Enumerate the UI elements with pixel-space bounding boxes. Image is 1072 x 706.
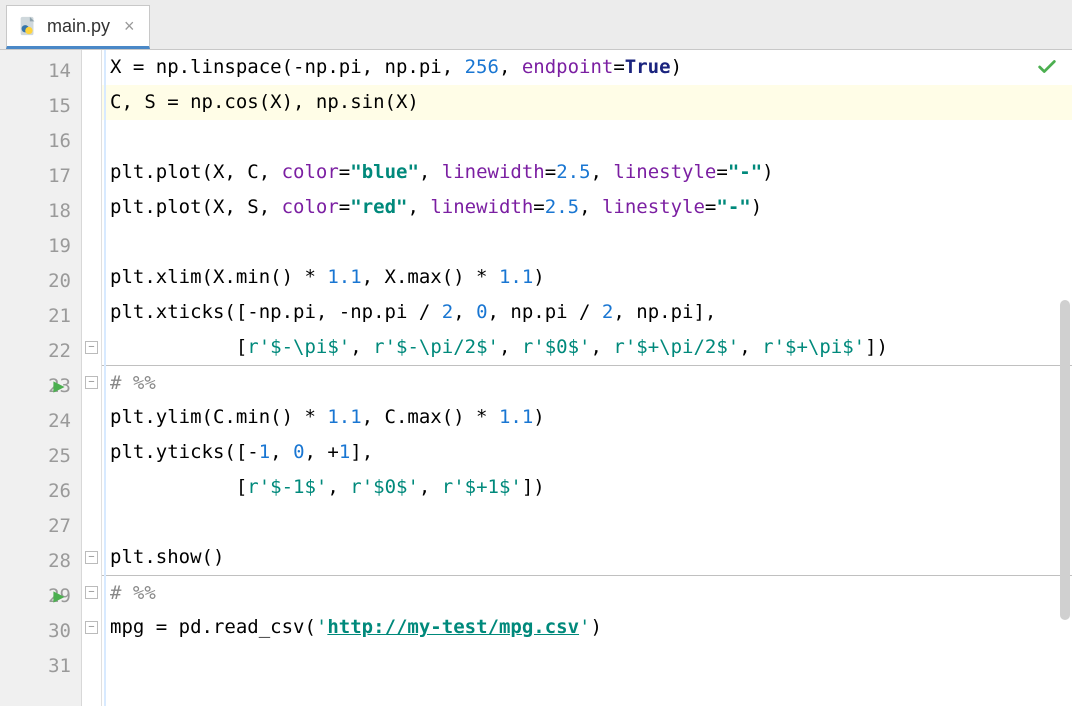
python-file-icon: [17, 15, 39, 37]
line-number[interactable]: 19: [0, 229, 81, 264]
code-line[interactable]: [r'$-\pi$', r'$-\pi/2$', r'$0$', r'$+\pi…: [102, 330, 1072, 365]
editor: 141516171819202122232425262728293031 −−−…: [0, 50, 1072, 706]
line-number[interactable]: 25: [0, 439, 81, 474]
inspection-ok-icon[interactable]: [1036, 56, 1058, 78]
line-number[interactable]: 27: [0, 509, 81, 544]
indent-guide: [104, 50, 106, 706]
run-cell-icon[interactable]: [52, 590, 66, 604]
fold-toggle-icon[interactable]: −: [85, 341, 98, 354]
line-number[interactable]: 24: [0, 404, 81, 439]
code-line[interactable]: plt.plot(X, S, color="red", linewidth=2.…: [102, 190, 1072, 225]
line-number[interactable]: 28: [0, 544, 81, 579]
line-number[interactable]: 31: [0, 649, 81, 684]
run-cell-icon[interactable]: [52, 380, 66, 394]
line-number[interactable]: 26: [0, 474, 81, 509]
code-line[interactable]: # %%: [102, 365, 1072, 400]
line-number[interactable]: 30: [0, 614, 81, 649]
code-line[interactable]: plt.xlim(X.min() * 1.1, X.max() * 1.1): [102, 260, 1072, 295]
code-line[interactable]: [r'$-1$', r'$0$', r'$+1$']): [102, 470, 1072, 505]
close-icon[interactable]: ×: [124, 16, 135, 37]
tab-bar: main.py ×: [0, 0, 1072, 50]
vertical-scrollbar[interactable]: [1060, 300, 1070, 620]
line-number[interactable]: 14: [0, 54, 81, 89]
code-line[interactable]: plt.yticks([-1, 0, +1],: [102, 435, 1072, 470]
code-line[interactable]: plt.plot(X, C, color="blue", linewidth=2…: [102, 155, 1072, 190]
fold-toggle-icon[interactable]: −: [85, 551, 98, 564]
line-number[interactable]: 21: [0, 299, 81, 334]
line-number[interactable]: 18: [0, 194, 81, 229]
line-number[interactable]: 20: [0, 264, 81, 299]
code-line[interactable]: # %%: [102, 575, 1072, 610]
line-number[interactable]: 22: [0, 334, 81, 369]
fold-toggle-icon[interactable]: −: [85, 621, 98, 634]
code-line[interactable]: X = np.linspace(-np.pi, np.pi, 256, endp…: [102, 50, 1072, 85]
code-line[interactable]: plt.xticks([-np.pi, -np.pi / 2, 0, np.pi…: [102, 295, 1072, 330]
code-line[interactable]: [102, 225, 1072, 260]
line-number[interactable]: 15: [0, 89, 81, 124]
file-tab[interactable]: main.py ×: [6, 5, 150, 49]
code-line[interactable]: plt.show(): [102, 540, 1072, 575]
code-line[interactable]: [102, 120, 1072, 155]
code-line[interactable]: C, S = np.cos(X), np.sin(X): [102, 85, 1072, 120]
gutter: 141516171819202122232425262728293031: [0, 50, 82, 706]
line-number[interactable]: 17: [0, 159, 81, 194]
line-number[interactable]: 29: [0, 579, 81, 614]
code-area[interactable]: X = np.linspace(-np.pi, np.pi, 256, endp…: [102, 50, 1072, 706]
file-tab-label: main.py: [47, 16, 110, 37]
fold-toggle-icon[interactable]: −: [85, 376, 98, 389]
line-number[interactable]: 23: [0, 369, 81, 404]
code-line[interactable]: plt.ylim(C.min() * 1.1, C.max() * 1.1): [102, 400, 1072, 435]
code-line[interactable]: mpg = pd.read_csv('http://my-test/mpg.cs…: [102, 610, 1072, 645]
line-number[interactable]: 16: [0, 124, 81, 159]
code-line[interactable]: [102, 505, 1072, 540]
fold-column: − − − − −: [82, 50, 102, 706]
fold-toggle-icon[interactable]: −: [85, 586, 98, 599]
code-line[interactable]: [102, 645, 1072, 680]
